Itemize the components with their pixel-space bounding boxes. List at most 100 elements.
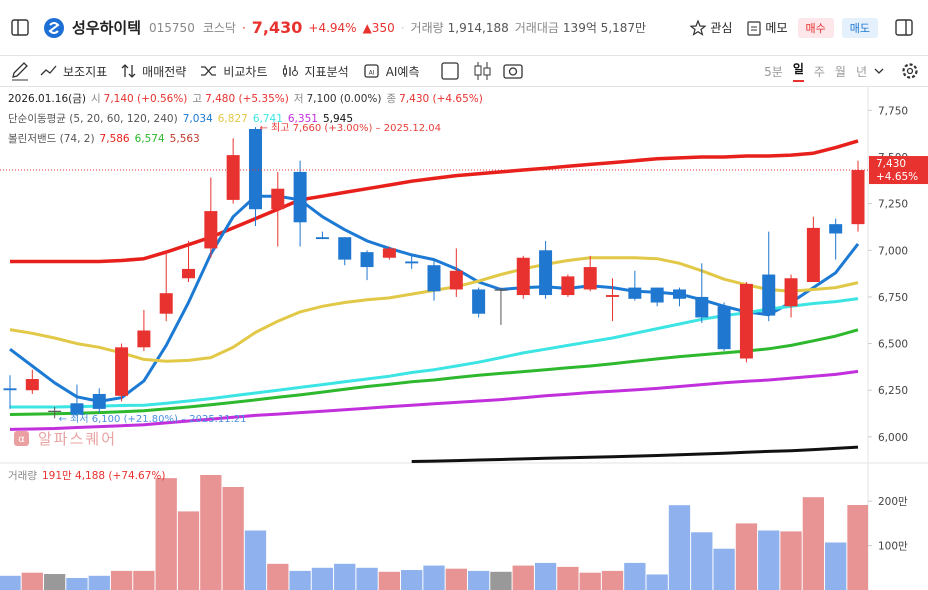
- candle-body: [137, 330, 151, 348]
- info-label: 종: [386, 93, 396, 105]
- candle-body: [427, 265, 441, 292]
- candle-body: [583, 267, 597, 290]
- candle-body: [628, 287, 642, 299]
- volume-bar: [847, 504, 868, 590]
- candle-body: [472, 289, 486, 314]
- candle-body: [449, 270, 463, 290]
- candle-body: [606, 295, 620, 297]
- volume-bar: [780, 531, 802, 590]
- y-tick-label: 6,250: [878, 385, 908, 397]
- memo-button[interactable]: 메모: [765, 21, 788, 35]
- candle-body: [271, 188, 285, 210]
- volume-bar: [557, 566, 579, 590]
- last-price-change: +4.65%: [876, 171, 918, 183]
- candle-body: [338, 237, 352, 260]
- candle-body: [405, 261, 419, 264]
- volume-label: 거래량: [410, 21, 444, 35]
- candle-body: [672, 289, 686, 299]
- volume-bar: [334, 563, 356, 590]
- volume-bar: [222, 486, 244, 590]
- info-value: 7,430 (+4.65%): [399, 93, 483, 105]
- toolbar-label: 매매전략: [142, 64, 187, 79]
- toolbar-item[interactable]: AI AI예측: [363, 63, 420, 80]
- candle-body: [3, 388, 17, 391]
- memo-icon: [747, 20, 762, 36]
- volume-bar: [758, 530, 780, 590]
- candle-body: [182, 268, 196, 279]
- volume-bar: [534, 562, 557, 590]
- candle-icon[interactable]: [468, 56, 498, 86]
- legend-value: 6,574: [135, 133, 165, 145]
- period[interactable]: 년: [855, 64, 867, 79]
- header: 성우하이텍 015750 코스닥 · 7,430 +4.94% ▲350 · 거…: [0, 0, 928, 56]
- toolbar-item[interactable]: 매매전략: [121, 63, 186, 80]
- boll-legend: 볼린저밴드 (74, 2) 7,586 6,574 5,563: [8, 133, 200, 145]
- candle-body: [516, 257, 530, 296]
- volume-bar: [401, 570, 423, 590]
- toolbar-item[interactable]: 보조지표: [40, 63, 107, 80]
- toolbar-label: 지표분석: [304, 64, 349, 79]
- legend-label: 단순이동평균 (5, 20, 60, 120, 240): [8, 113, 178, 125]
- candle-body: [739, 283, 753, 359]
- axis: 6,0006,2506,5006,7507,0007,2507,5007,750…: [868, 105, 928, 553]
- watermark-text: 알파스퀘어: [38, 430, 117, 448]
- y-tick-label: 100만: [878, 541, 908, 553]
- ma-legend: 단순이동평균 (5, 20, 60, 120, 240) 7,034 6,827 6,…: [8, 113, 353, 125]
- candle-body: [851, 170, 865, 225]
- candles: [0, 127, 868, 419]
- amount: 139억 5,187만: [562, 21, 647, 35]
- candle-body: [115, 347, 129, 396]
- amount-label: 거래대금: [514, 21, 559, 35]
- info-value: 7,480 (+5.35%): [205, 93, 289, 105]
- candle-body: [494, 289, 508, 291]
- volume-bar: [200, 474, 222, 590]
- indicator-line: [9, 194, 860, 403]
- layout-icon[interactable]: [434, 56, 468, 86]
- y-tick-label: 6,750: [878, 292, 908, 304]
- y-tick-label: 7,750: [878, 105, 908, 117]
- volume-bar: [289, 570, 311, 590]
- period[interactable]: 월: [834, 64, 846, 79]
- toolbar-item[interactable]: 비교차트: [200, 63, 268, 80]
- camera-icon[interactable]: [498, 56, 528, 86]
- legend-value: 5,563: [170, 133, 200, 145]
- volume-bar: [646, 574, 668, 590]
- volume-bars: [0, 474, 868, 590]
- candle-body: [248, 128, 262, 210]
- toolbar: 보조지표 매매전략 비교차트 지표분석 AI AI예측 5분 일 주 월 년: [0, 56, 928, 87]
- panel-toggle[interactable]: [878, 0, 928, 56]
- candle-body: [762, 274, 776, 316]
- buy-button[interactable]: 매수: [797, 17, 834, 38]
- settings-icon[interactable]: [888, 56, 928, 86]
- indicator-line: [10, 297, 859, 409]
- chevron[interactable]: [872, 56, 888, 86]
- draw-tool[interactable]: [0, 56, 40, 86]
- volume-bar: [21, 572, 43, 590]
- legend-value: 6,827: [218, 113, 248, 125]
- info-label: 저: [294, 93, 304, 105]
- volume-bar: [43, 574, 66, 590]
- volume-bar: [601, 570, 624, 590]
- period[interactable]: 주: [813, 64, 825, 79]
- candle-body: [360, 252, 374, 268]
- candle-body: [784, 278, 798, 307]
- watch-button[interactable]: 관심: [710, 21, 733, 35]
- candle-body: [204, 211, 218, 249]
- candle-body: [695, 296, 709, 318]
- info-label: 시: [91, 93, 101, 105]
- period-selected[interactable]: 일: [792, 60, 804, 82]
- volume-bar: [244, 530, 267, 590]
- info-line: 2026.01.16(금) 시 7,140 (+0.56%) 고 7,480 (+5.3…: [8, 93, 483, 105]
- toolbar-item[interactable]: 지표분석: [282, 63, 349, 80]
- info-value: 7,100 (0.00%): [307, 93, 382, 105]
- candle-body: [561, 276, 575, 296]
- change-pct: +4.94%: [308, 20, 357, 35]
- candle-body: [315, 237, 329, 240]
- change: ▲350: [362, 20, 395, 35]
- volume-bar: [0, 575, 21, 590]
- sidebar-toggle[interactable]: [0, 0, 40, 56]
- period[interactable]: 5분: [764, 64, 783, 79]
- volume-bar: [66, 578, 88, 590]
- volume-bar: [691, 532, 713, 590]
- sell-button[interactable]: 매도: [841, 17, 878, 38]
